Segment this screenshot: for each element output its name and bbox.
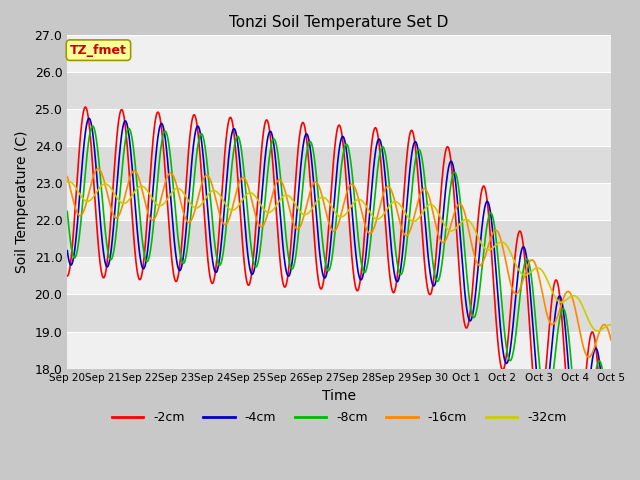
Bar — [67, 72, 611, 109]
Y-axis label: Soil Temperature (C): Soil Temperature (C) — [15, 131, 29, 273]
Bar — [67, 109, 611, 146]
Bar — [67, 183, 611, 220]
Title: Tonzi Soil Temperature Set D: Tonzi Soil Temperature Set D — [230, 15, 449, 30]
Text: TZ_fmet: TZ_fmet — [70, 44, 127, 57]
Bar — [67, 146, 611, 183]
Bar — [67, 332, 611, 369]
Bar — [67, 220, 611, 257]
Legend: -2cm, -4cm, -8cm, -16cm, -32cm: -2cm, -4cm, -8cm, -16cm, -32cm — [107, 406, 572, 429]
Bar — [67, 36, 611, 72]
Bar — [67, 295, 611, 332]
X-axis label: Time: Time — [322, 389, 356, 403]
Bar — [67, 257, 611, 295]
